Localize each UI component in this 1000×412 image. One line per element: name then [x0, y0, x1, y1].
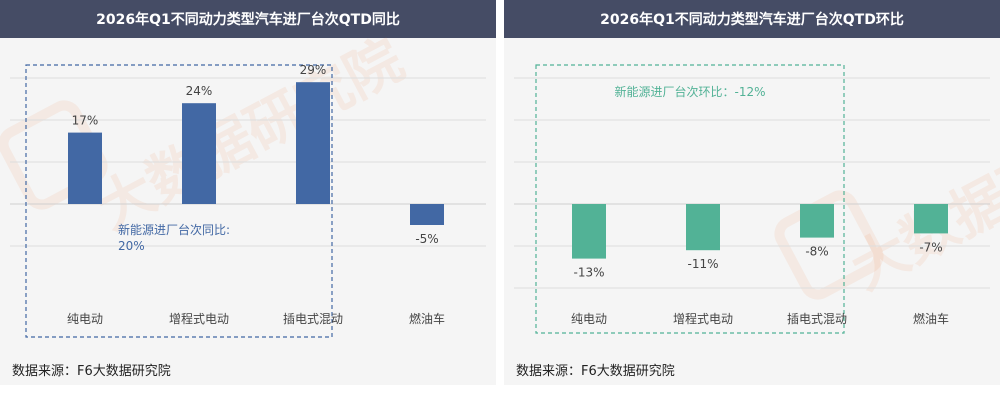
bar-1 [182, 103, 216, 204]
category-label: 燃油车 [913, 311, 949, 326]
annotation: 新能源进厂台次环比：-12% [614, 84, 765, 99]
data-label: -13% [573, 266, 604, 280]
bar-2 [296, 82, 330, 204]
highlight-box [25, 64, 333, 338]
category-label: 燃油车 [409, 311, 445, 326]
data-label: 17% [72, 114, 99, 128]
bar-0 [572, 204, 606, 259]
bar-chart: -13% 纯电动 -11% 增程式电动 -8% 插电式混动 -7% 燃油车 新能源进厂台次环比：… [514, 64, 990, 334]
annotation-value: 20% [118, 239, 145, 253]
chart-title: 2026年Q1不同动力类型汽车进厂台次QTD同比 [0, 0, 496, 38]
data-label: 29% [300, 63, 327, 77]
source-note: 数据来源：F6大数据研究院 [516, 364, 675, 379]
category-label: 插电式混动 [787, 312, 847, 326]
highlight-box [535, 64, 845, 334]
category-label: 增程式电动 [673, 311, 733, 326]
data-label: 24% [186, 84, 213, 98]
gridlines [514, 77, 990, 289]
bar-3 [410, 204, 444, 225]
bar-2 [800, 204, 834, 238]
chart-panel-yoy: 2026年Q1不同动力类型汽车进厂台次QTD同比 大数据研究院 17% 纯电动 24… [0, 0, 496, 385]
source-note: 数据来源：F6大数据研究院 [12, 364, 171, 379]
bar-0 [68, 132, 102, 204]
data-label: -5% [415, 232, 438, 246]
category-label: 纯电动 [571, 312, 607, 326]
category-label: 插电式混动 [283, 312, 343, 326]
data-label: -11% [687, 257, 718, 271]
data-label: -7% [919, 240, 942, 254]
chart-panel-qoq: 2026年Q1不同动力类型汽车进厂台次QTD环比 大数据研究院 -13% 纯电动 -… [504, 0, 1000, 385]
category-label: 增程式电动 [169, 311, 229, 326]
data-label: -8% [805, 245, 828, 259]
bar-chart: 17% 纯电动 24% 增程式电动 29% 插电式混动 -5% 燃油车 新能源进厂台次同比: 20… [10, 63, 486, 338]
category-label: 纯电动 [67, 312, 103, 326]
bar-3 [914, 204, 948, 234]
bar-1 [686, 204, 720, 251]
annotation: 新能源进厂台次同比: [118, 222, 230, 237]
chart-title: 2026年Q1不同动力类型汽车进厂台次QTD环比 [504, 0, 1000, 38]
